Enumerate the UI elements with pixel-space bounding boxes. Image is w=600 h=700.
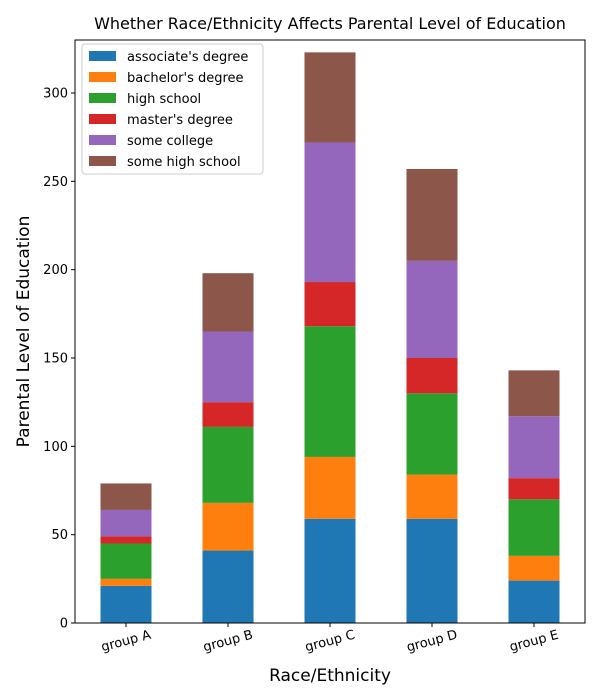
bar-2-0 xyxy=(304,518,356,623)
x-tick-label-1: group B xyxy=(202,628,255,656)
bar-3-3 xyxy=(406,358,458,394)
bar-2-4 xyxy=(304,142,356,283)
y-tick-label-4: 200 xyxy=(43,263,68,278)
y-tick-label-2: 100 xyxy=(43,440,68,455)
legend-label-3: master's degree xyxy=(127,113,233,128)
legend-label-5: some high school xyxy=(127,155,241,170)
bar-4-0 xyxy=(508,580,560,623)
x-tick-label-3: group D xyxy=(405,628,459,656)
x-axis: group A group B group C group D group E xyxy=(100,623,560,656)
bar-0-1 xyxy=(100,578,152,586)
bar-0-5 xyxy=(100,483,152,510)
bar-3-2 xyxy=(406,393,458,475)
bar-4-4 xyxy=(508,416,560,479)
y-tick-label-0: 0 xyxy=(60,617,68,632)
bar-4-3 xyxy=(508,478,560,500)
bar-1-4 xyxy=(202,331,254,403)
bar-2-1 xyxy=(304,456,356,519)
legend-swatch-3 xyxy=(89,114,116,124)
y-axis: 0 50 100 150 200 250 300 xyxy=(43,87,75,632)
legend-swatch-0 xyxy=(89,51,116,61)
x-axis-label: Race/Ethnicity xyxy=(269,666,391,686)
legend-label-2: high school xyxy=(127,92,201,107)
y-tick-label-1: 50 xyxy=(51,528,68,543)
legend-box xyxy=(81,43,264,175)
x-tick-label-2: group C xyxy=(304,628,357,656)
legend-label-1: bachelor's degree xyxy=(127,71,244,86)
bar-1-0 xyxy=(202,550,254,623)
bar-3-4 xyxy=(406,260,458,358)
x-tick-label-0: group A xyxy=(100,628,153,656)
bar-2-3 xyxy=(304,282,356,327)
legend-swatch-1 xyxy=(89,72,116,82)
y-tick-label-3: 150 xyxy=(43,352,68,367)
legend: associate's degree bachelor's degree high … xyxy=(81,43,264,175)
bar-3-0 xyxy=(406,518,458,623)
legend-label-0: associate's degree xyxy=(127,50,248,65)
bar-0-2 xyxy=(100,543,152,579)
bar-3-5 xyxy=(406,168,458,261)
bar-1-1 xyxy=(202,502,254,551)
bar-3-1 xyxy=(406,474,458,519)
bar-1-2 xyxy=(202,426,254,503)
legend-swatch-2 xyxy=(89,93,116,103)
legend-swatch-5 xyxy=(89,156,116,166)
y-tick-label-5: 250 xyxy=(43,175,68,190)
bar-4-1 xyxy=(508,555,560,581)
bar-0-0 xyxy=(100,585,152,623)
bar-4-2 xyxy=(508,499,560,556)
bar-0-3 xyxy=(100,536,152,544)
bar-1-3 xyxy=(202,402,254,427)
bar-2-2 xyxy=(304,326,356,457)
plot-area xyxy=(100,52,560,623)
legend-label-4: some college xyxy=(127,134,213,149)
y-axis-label: Parental Level of Education xyxy=(14,216,34,448)
x-tick-label-4: group E xyxy=(508,628,560,655)
bar-0-4 xyxy=(100,509,152,537)
bar-1-5 xyxy=(202,273,254,332)
bar-2-5 xyxy=(304,52,356,143)
bar-4-5 xyxy=(508,370,560,417)
y-tick-label-6: 300 xyxy=(43,87,68,102)
legend-swatch-4 xyxy=(89,135,116,145)
chart-title: Whether Race/Ethnicity Affects Parental … xyxy=(94,14,566,33)
